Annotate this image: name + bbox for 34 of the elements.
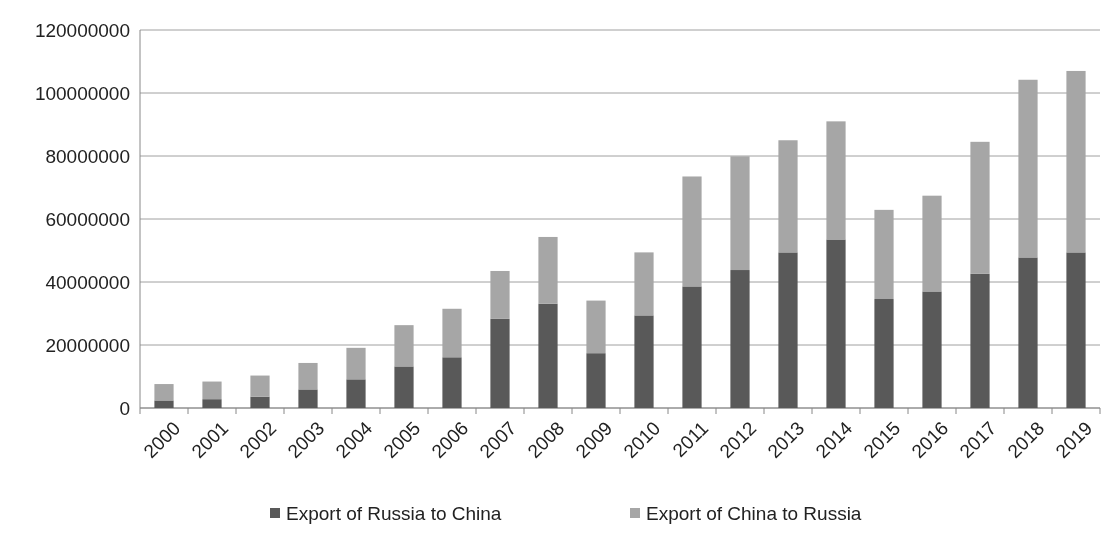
legend-label: Export of Russia to China [286,502,502,524]
y-tick-label: 0 [119,397,130,419]
bar [298,389,318,408]
bar [154,400,174,408]
bar [778,252,798,408]
bar [1066,252,1086,408]
bar [922,291,942,408]
bar [346,347,366,380]
bar [634,315,654,408]
y-tick-label: 80000000 [45,145,130,167]
legend-label: Export of China to Russia [646,502,862,524]
bar [442,357,462,408]
bar [250,396,270,408]
bar [394,366,414,408]
bar [730,270,750,408]
bar [298,362,318,390]
bar [874,299,894,408]
y-tick-label: 100000000 [34,82,130,104]
bar [682,286,702,408]
bar [490,318,510,408]
bar [1018,257,1038,408]
y-tick-label: 120000000 [34,19,130,41]
y-tick-label: 20000000 [45,334,130,356]
bar [154,384,174,401]
bar [202,399,222,408]
y-tick-label: 40000000 [45,271,130,293]
bar [970,273,990,408]
y-tick-label: 60000000 [45,208,130,230]
bar [250,375,270,397]
bar [538,303,558,408]
bar [586,353,606,408]
bar [346,379,366,408]
bar [202,381,222,400]
bar [826,239,846,408]
